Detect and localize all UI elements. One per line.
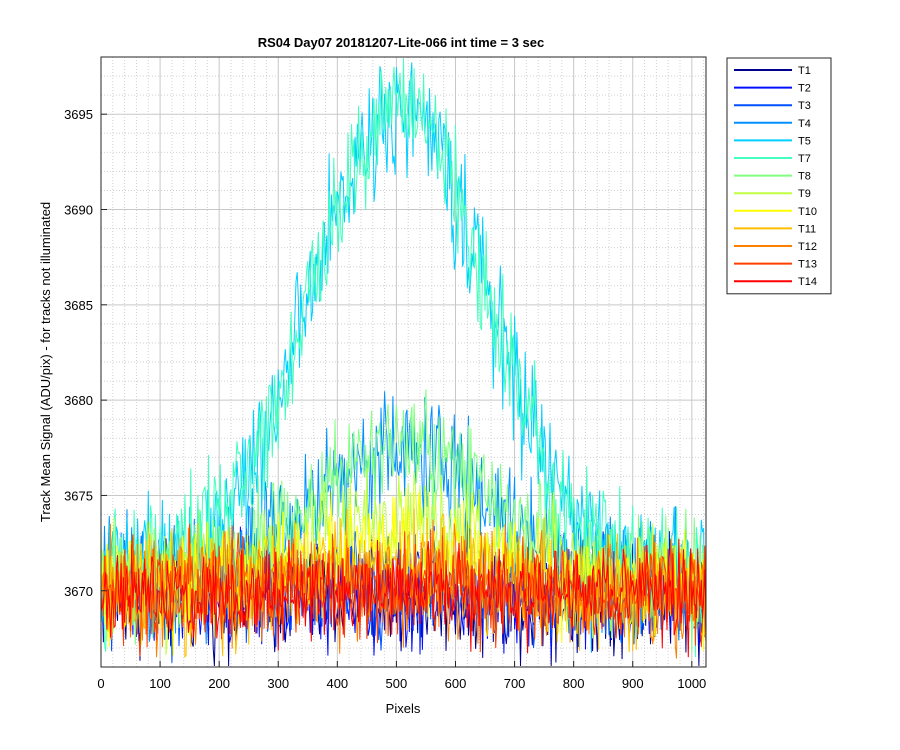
x-tick-label: 100: [149, 676, 171, 691]
legend-label-T9: T9: [798, 188, 811, 200]
legend-label-T4: T4: [798, 118, 811, 130]
legend-label-T10: T10: [798, 206, 817, 218]
y-tick-label: 3680: [64, 393, 93, 408]
x-tick-label: 200: [208, 676, 230, 691]
series-line-T14: [100, 538, 707, 658]
x-tick-label: 300: [267, 676, 289, 691]
x-tick-label: 400: [326, 676, 348, 691]
x-tick-label: 900: [622, 676, 644, 691]
series-line-T8: [100, 389, 707, 653]
plot-area: [100, 57, 707, 667]
x-tick-label: 600: [445, 676, 467, 691]
x-tick-label: 1000: [677, 676, 706, 691]
y-tick-label: 3690: [64, 203, 93, 218]
y-axis-ticks: 3670 3675 3680 3685 3690 3695: [64, 107, 107, 599]
y-axis-label: Track Mean Signal (ADU/pix) - for tracks…: [38, 202, 53, 522]
x-tick-label: 800: [563, 676, 585, 691]
x-axis-label: Pixels: [386, 701, 421, 716]
legend-label-T14: T14: [798, 276, 817, 288]
y-tick-label: 3670: [64, 584, 93, 599]
series-line-T7: [100, 57, 707, 658]
x-tick-label: 0: [97, 676, 104, 691]
series-line-T12: [100, 519, 707, 659]
y-tick-label: 3675: [64, 488, 93, 503]
x-axis-ticks: 0 100 200 300 400 500 600 700 800 900 1000: [97, 661, 706, 691]
x-tick-label: 500: [386, 676, 408, 691]
chart-title: RS04 Day07 20181207-Lite-066 int time = …: [258, 35, 545, 50]
legend-label-T12: T12: [798, 241, 817, 253]
legend-label-T1: T1: [798, 65, 811, 77]
x-tick-label: 700: [504, 676, 526, 691]
legend-label-T11: T11: [798, 223, 816, 235]
legend-label-T3: T3: [798, 100, 811, 112]
y-tick-label: 3685: [64, 298, 93, 313]
legend-label-T7: T7: [798, 153, 811, 165]
y-tick-label: 3695: [64, 107, 93, 122]
legend-label-T8: T8: [798, 171, 811, 183]
legend-label-T13: T13: [798, 259, 817, 271]
axes-box: [100, 56, 707, 668]
legend: T1 T2 T3 T4 T5 T7 T8 T9 T10 T11 T12 T13 T14: [726, 57, 832, 295]
legend-label-T5: T5: [798, 135, 811, 147]
legend-label-T2: T2: [798, 83, 811, 95]
